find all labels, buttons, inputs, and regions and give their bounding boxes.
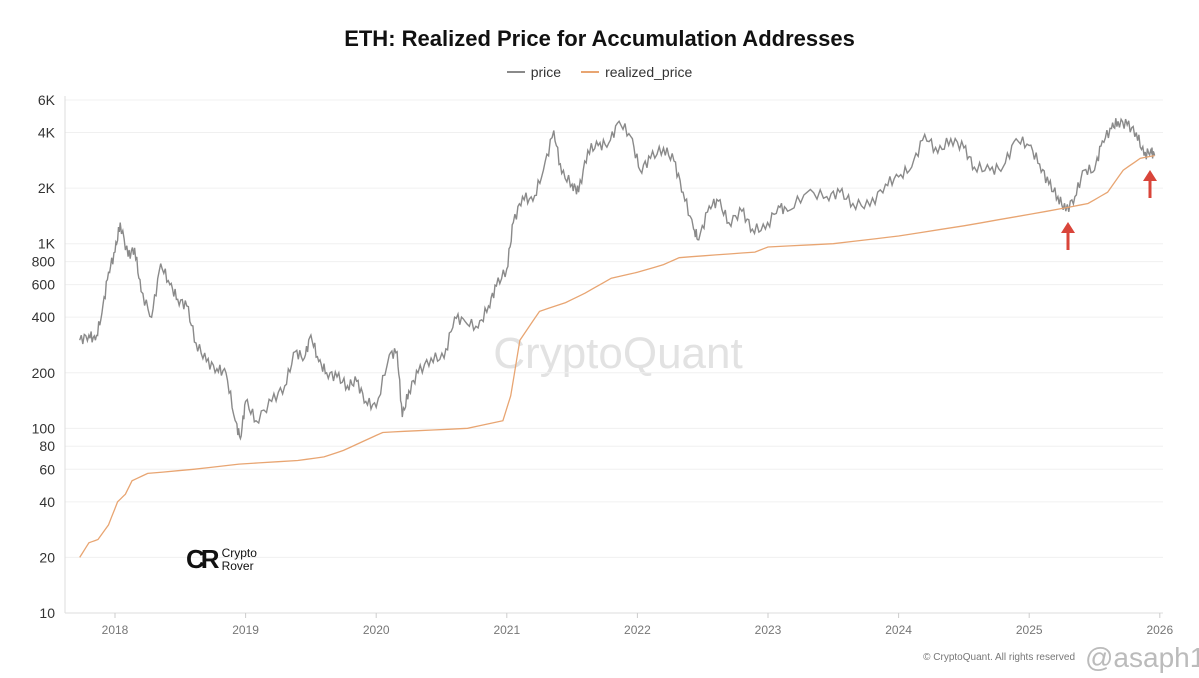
x-tick-label: 2019 xyxy=(232,623,259,637)
series-line-realized-price xyxy=(79,154,1155,558)
x-tick-label: 2026 xyxy=(1146,623,1173,637)
y-tick-label: 400 xyxy=(32,309,56,325)
legend-item-realized-price[interactable]: realized_price xyxy=(581,64,692,80)
series-line-price xyxy=(79,117,1156,441)
y-tick-label: 600 xyxy=(32,277,56,293)
legend-swatch xyxy=(581,71,600,73)
y-tick-label: 200 xyxy=(32,365,56,381)
y-tick-label: 100 xyxy=(32,420,56,436)
y-tick-label: 800 xyxy=(32,254,56,270)
crypto-rover-logo: CR Crypto Rover xyxy=(186,544,257,575)
y-tick-label: 4K xyxy=(38,125,56,141)
x-tick-label: 2021 xyxy=(493,623,520,637)
logo-line1: Crypto xyxy=(221,545,257,560)
y-tick-label: 6K xyxy=(38,92,56,108)
legend-label: price xyxy=(530,64,562,80)
x-tick-label: 2020 xyxy=(363,623,390,637)
x-tick-label: 2018 xyxy=(102,623,129,637)
legend: price realized_price xyxy=(0,64,1199,80)
x-tick-label: 2022 xyxy=(624,623,651,637)
logo-mark: CR xyxy=(186,544,220,574)
legend-swatch xyxy=(506,71,525,73)
chart-title: ETH: Realized Price for Accumulation Add… xyxy=(344,26,855,51)
y-tick-label: 80 xyxy=(39,438,55,454)
y-tick-label: 40 xyxy=(39,494,55,510)
red-arrow-head xyxy=(1061,222,1075,233)
legend-item-price[interactable]: price xyxy=(506,64,562,80)
x-tick-label: 2023 xyxy=(755,623,782,637)
author-handle: @asaph1 xyxy=(1085,642,1199,673)
red-arrow-head xyxy=(1143,170,1157,181)
x-tick-label: 2024 xyxy=(885,623,912,637)
y-tick-label: 20 xyxy=(39,549,55,565)
y-tick-label: 60 xyxy=(39,461,55,477)
y-tick-label: 10 xyxy=(39,605,55,621)
legend-label: realized_price xyxy=(605,64,693,80)
logo-line2: Rover xyxy=(221,558,254,573)
copyright: © CryptoQuant. All rights reserved xyxy=(923,652,1075,663)
watermark: CryptoQuant xyxy=(493,329,742,378)
x-tick-label: 2025 xyxy=(1016,623,1043,637)
y-tick-label: 1K xyxy=(38,236,56,252)
y-tick-label: 2K xyxy=(38,180,56,196)
